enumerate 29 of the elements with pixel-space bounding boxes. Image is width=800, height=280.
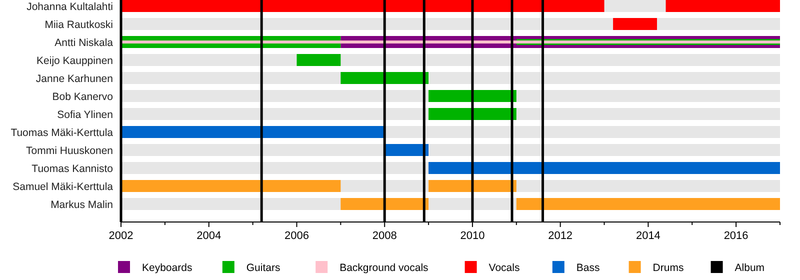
bar — [121, 40, 780, 44]
x-tick-label: 2008 — [372, 230, 397, 242]
legend-label: Keyboards — [142, 262, 192, 274]
y-tick-label: Keijo Kauppinen — [36, 55, 114, 67]
legend-label: Drums — [652, 262, 684, 274]
y-tick-label: Markus Malin — [50, 199, 114, 211]
y-tick-label: Tommi Huuskonen — [26, 145, 114, 157]
legend-label: Bass — [576, 262, 600, 274]
legend-label: Vocals — [488, 262, 520, 274]
y-tick-label: Johanna Kultalahti — [26, 1, 113, 13]
y-tick-label: Bob Kanervo — [52, 91, 114, 103]
x-tick-label: 2016 — [724, 230, 748, 242]
y-tick-label: Tuomas Kannisto — [32, 163, 114, 175]
y-tick-label: Tuomas Mäki-Kerttula — [10, 127, 114, 139]
legend-label: Guitars — [246, 262, 280, 274]
y-tick-label: Samuel Mäki-Kerttula — [12, 181, 114, 193]
y-tick-label: Sofia Ylinen — [57, 109, 114, 121]
y-tick-label: Janne Karhunen — [36, 73, 114, 85]
bar — [340, 198, 429, 210]
y-tick-label: Antti Niskala — [54, 37, 114, 49]
x-tick-label: 2014 — [636, 230, 660, 242]
x-tick-label: 2006 — [284, 230, 309, 242]
legend-label: Background vocals — [340, 262, 428, 274]
x-tick-label: 2012 — [548, 230, 573, 242]
text: Album — [734, 262, 765, 274]
y-tick-label: Miia Rautkoski — [44, 19, 113, 31]
x-tick-label: 2010 — [460, 230, 485, 242]
x-tick-label: 2004 — [196, 230, 222, 242]
x-tick-label: 2002 — [108, 230, 134, 242]
